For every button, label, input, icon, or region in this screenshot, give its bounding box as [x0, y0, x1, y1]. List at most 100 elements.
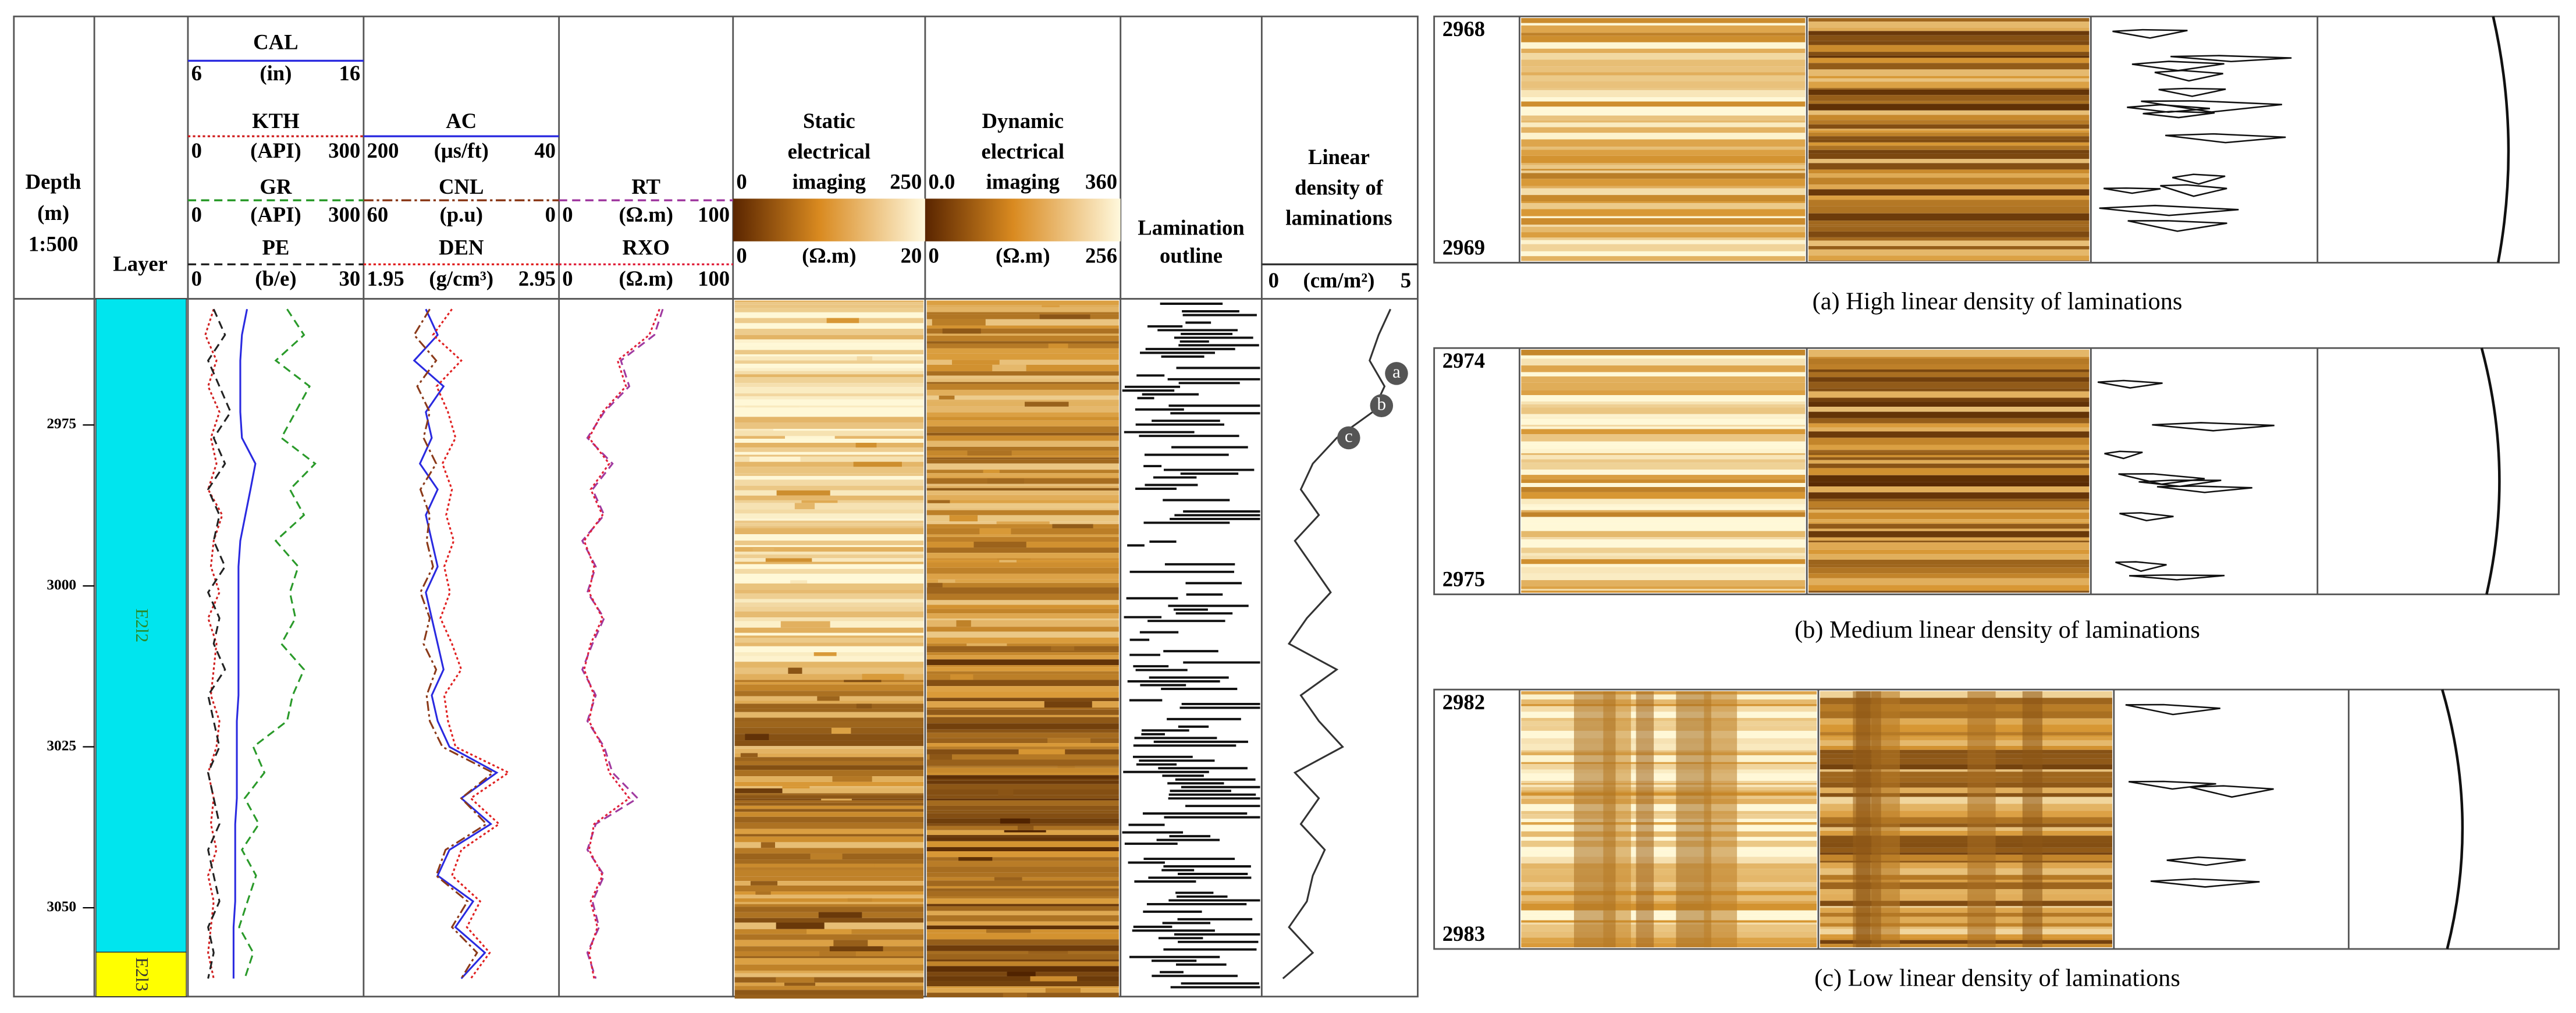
- image-stripe: [926, 619, 1119, 621]
- image-title: Static: [803, 109, 855, 133]
- panel-stripe: [1820, 937, 2113, 940]
- scale-max: 30: [339, 266, 361, 290]
- annotation-label: b: [1377, 393, 1387, 414]
- panel-stripe: [1521, 122, 1806, 127]
- image-stripe: [734, 898, 924, 902]
- image-stripe: [926, 508, 1119, 510]
- curve-name: RT: [631, 175, 660, 198]
- panel-stripe: [1808, 450, 2090, 453]
- image-stripe: [734, 859, 924, 864]
- image-stripe: [926, 841, 1119, 847]
- image-stripe: [926, 966, 1119, 972]
- image-patch: [998, 789, 1014, 795]
- panel-stripe: [1820, 901, 2113, 907]
- image-stripe: [926, 707, 1119, 710]
- image-patch: [999, 560, 1017, 563]
- panel-stripe: [1521, 188, 1806, 196]
- image-stripe: [734, 580, 924, 584]
- image-stripe: [926, 300, 1119, 305]
- outline-contour: [2158, 87, 2226, 97]
- image-stripe: [926, 406, 1119, 413]
- panel-stripe: [1808, 200, 2090, 207]
- panel-stripe: [1808, 372, 2090, 378]
- image-stripe: [926, 343, 1119, 349]
- image-stripe: [926, 847, 1119, 852]
- panel-stripe: [1521, 120, 1806, 123]
- panel-stripe: [1808, 249, 2090, 256]
- image-patch: [997, 558, 1031, 560]
- image-patch: [950, 674, 973, 680]
- panel-stripe: [1808, 76, 2090, 79]
- outline-contour: [2118, 473, 2205, 485]
- image-stripe: [734, 667, 924, 674]
- image-stripe: [926, 976, 1119, 982]
- image-patch: [776, 922, 825, 929]
- image-stripe: [734, 558, 924, 562]
- panel-stripe: [1521, 169, 1806, 171]
- image-stripe: [734, 701, 924, 704]
- panel-stripe: [1808, 549, 2090, 555]
- curve-name: AC: [446, 109, 477, 133]
- image-stripe: [926, 646, 1119, 651]
- panel-stripe: [1521, 856, 1817, 863]
- panel-stripe: [1521, 150, 1806, 156]
- panel-stripe: [1521, 355, 1806, 359]
- depth-tick-label: 3000: [47, 577, 76, 593]
- image-stripe: [926, 319, 1119, 326]
- panel-stripe: [1521, 886, 1817, 891]
- image-patch: [831, 727, 851, 734]
- panel-stripe: [1820, 940, 2113, 944]
- image-stripe: [926, 456, 1119, 458]
- image-patch: [942, 328, 981, 334]
- image-stripe: [926, 333, 1119, 336]
- image-stripe: [926, 671, 1119, 674]
- image-stripe: [734, 848, 924, 854]
- curve-unit: (Ω.m): [619, 266, 673, 290]
- panel-stripe: [1820, 753, 2113, 759]
- image-stripe: [734, 383, 924, 388]
- outline-title: Lamination: [1138, 215, 1244, 239]
- panel-stripe: [1521, 922, 1817, 925]
- image-stripe: [734, 902, 924, 904]
- panel-stripe: [1808, 358, 2090, 365]
- panel-stripe: [1521, 23, 1806, 26]
- curve-unit: (API): [250, 202, 301, 226]
- image-stripe: [734, 422, 924, 429]
- image-patch: [967, 643, 1007, 646]
- panel-stripe: [1521, 173, 1806, 179]
- outline-contour: [2128, 780, 2216, 790]
- panel-stripe: [1521, 840, 1817, 847]
- panel-stripe: [1808, 196, 2090, 200]
- image-stripe: [926, 420, 1119, 426]
- panel-stripe: [1808, 507, 2090, 510]
- image-stripe: [734, 863, 924, 868]
- panel-stripe: [1521, 822, 1817, 825]
- image-stripe: [734, 583, 924, 590]
- panel-stripe: [1808, 115, 2090, 120]
- panel-stripe: [1521, 418, 1806, 425]
- panel-stripe: [1521, 875, 1817, 883]
- panel-stripe: [1820, 830, 2113, 836]
- panel-stripe: [1820, 787, 2113, 794]
- image-stripe: [734, 646, 924, 653]
- image-stripe: [734, 946, 924, 951]
- image-stripe: [734, 393, 924, 397]
- image-stripe: [926, 988, 1119, 993]
- panel-stripe: [1820, 912, 2113, 917]
- panel-stripe: [1820, 908, 2113, 913]
- image-stripe: [926, 698, 1119, 702]
- image-stripe: [734, 982, 924, 986]
- panel-stripe: [1820, 769, 2113, 772]
- image-stripe: [734, 691, 924, 696]
- image-patch: [857, 356, 873, 361]
- panel-stripe: [1808, 591, 2090, 593]
- image-stripe: [734, 376, 924, 383]
- image-stripe: [926, 691, 1119, 698]
- panel-stripe: [1521, 463, 1806, 470]
- panel-stripe: [1820, 852, 2113, 855]
- panel-stripe: [1521, 901, 1817, 904]
- image-patch: [745, 734, 769, 741]
- image-stripe: [734, 894, 924, 898]
- outline-contour: [2190, 785, 2274, 798]
- image-patch: [987, 478, 1024, 484]
